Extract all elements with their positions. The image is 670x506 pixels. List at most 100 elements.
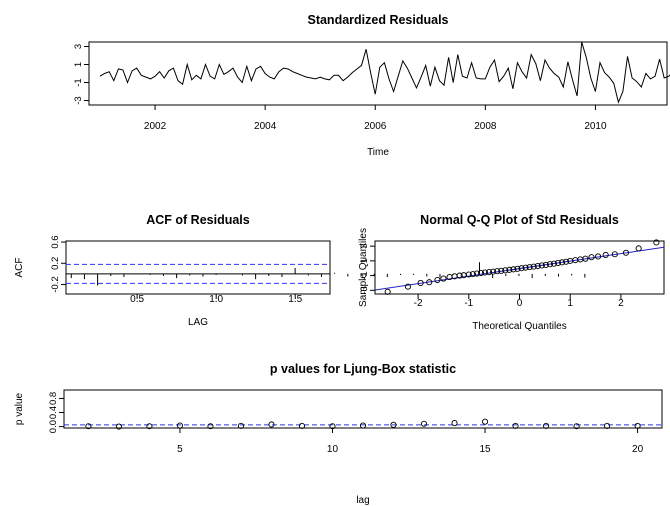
p-value-point	[512, 422, 519, 429]
qq-point	[526, 264, 533, 271]
p-value-point	[85, 423, 92, 430]
p-value-point	[359, 422, 367, 429]
y-axis-label: Sample Quantiles	[358, 228, 369, 307]
qq-point	[602, 251, 609, 259]
y-tick-label: 0.4	[48, 406, 59, 419]
residual-series-line	[99, 41, 670, 104]
qq-point	[426, 279, 433, 286]
qq-point	[588, 254, 595, 261]
qq-point	[550, 260, 558, 267]
qq-point	[622, 249, 630, 256]
x-tick-label: 2002	[144, 121, 167, 132]
plot-frame	[63, 389, 663, 429]
qq-point	[477, 269, 485, 277]
x-tick-label: 2010	[584, 121, 607, 132]
qq-point	[502, 267, 509, 274]
chart-title: p values for Ljung-Box statistic	[270, 362, 456, 376]
y-tick-label: 0.0	[48, 420, 59, 433]
p-value-point	[634, 422, 641, 429]
qq-point	[653, 239, 660, 246]
x-tick-label: 20	[632, 444, 644, 455]
plot-frame	[65, 240, 331, 295]
p-value-point	[329, 423, 336, 430]
qq-point	[635, 245, 642, 252]
y-tick-label: -3	[73, 96, 84, 104]
qq-point	[456, 272, 463, 279]
y-axis-label: ACF	[14, 258, 25, 278]
y-axis-label: p value	[14, 392, 25, 425]
qq-point	[611, 251, 618, 258]
x-tick-label: 5	[177, 444, 183, 455]
chart-title: Standardized Residuals	[307, 13, 448, 27]
qq-point	[384, 288, 391, 295]
panel-resid: Standardized Residuals 2002 2004 2006 2008 20…	[73, 13, 670, 158]
qq-point	[582, 255, 589, 262]
y-tick-label: 3	[359, 244, 370, 249]
qq-point	[530, 263, 537, 270]
y-tick-label: -0.2	[50, 276, 61, 292]
qq-point	[440, 275, 447, 282]
chart-title: Normal Q-Q Plot of Std Residuals	[420, 213, 619, 227]
p-value-point	[207, 423, 214, 430]
p-value-point	[298, 422, 306, 429]
qq-point	[534, 262, 541, 270]
qq-point	[559, 259, 566, 266]
y-tick-label: 0.6	[50, 235, 61, 248]
qq-point	[465, 271, 472, 278]
x-axis-label: lag	[356, 495, 369, 506]
qq-point	[404, 283, 412, 290]
x-axis-label: Theoretical Quantiles	[472, 321, 567, 332]
panel-qq: Normal Q-Q Plot of Std Residuals -2 -1 0 1 2 -…	[358, 213, 665, 332]
chart-title: ACF of Residuals	[146, 213, 250, 227]
qq-point	[546, 261, 553, 268]
qq-point	[469, 271, 476, 278]
qq-point	[514, 265, 521, 272]
p-value-point	[420, 420, 428, 427]
p-value-point	[543, 422, 550, 429]
x-tick-label: 2004	[254, 121, 277, 132]
qq-point	[473, 270, 480, 277]
qq-point	[490, 268, 497, 275]
p-value-point	[573, 423, 580, 430]
y-tick-label: -1	[359, 271, 370, 279]
qq-point	[595, 253, 602, 260]
qq-point	[481, 269, 489, 276]
qq-point	[510, 266, 517, 273]
qq-point	[518, 265, 525, 272]
p-value-point	[146, 423, 153, 430]
panel-ljung: p values for Ljung-Box statistic 5 10 15 20 0…	[14, 362, 663, 506]
panel-acf: ACF of Residuals 0.5 1.0 1.5 -0.2 0.2 0.6 LAG AC…	[14, 213, 586, 328]
x-tick-label: 1.0	[209, 294, 223, 305]
y-tick-label: 1	[359, 258, 370, 263]
x-tick-label: 0	[517, 298, 523, 309]
qq-point	[506, 266, 513, 273]
qq-point	[417, 279, 424, 287]
x-tick-label: 1.5	[288, 294, 302, 305]
x-axis-label: Time	[367, 147, 389, 158]
plot-frame	[88, 41, 668, 106]
p-value-point	[268, 421, 275, 428]
qq-point	[563, 258, 570, 265]
qq-point	[434, 276, 441, 284]
p-value-point	[451, 420, 458, 427]
y-tick-label: 3	[73, 44, 84, 49]
x-tick-label: 15	[479, 444, 491, 455]
qq-point	[554, 259, 562, 266]
qq-point	[494, 268, 501, 275]
x-tick-label: 1	[567, 298, 573, 309]
x-axis-label: LAG	[188, 317, 208, 328]
p-value-point	[115, 423, 122, 430]
y-tick-label: -3	[359, 286, 370, 294]
x-tick-label: -2	[414, 298, 423, 309]
qq-point	[522, 264, 529, 271]
y-tick-label: 0.2	[50, 257, 61, 270]
qq-point	[486, 269, 493, 276]
x-tick-label: 2006	[364, 121, 387, 132]
x-tick-label: 2008	[474, 121, 497, 132]
p-value-point	[604, 422, 611, 429]
qq-point	[538, 262, 545, 269]
p-value-point	[481, 418, 489, 425]
y-tick-label: 0.8	[48, 392, 59, 405]
p-value-point	[237, 422, 245, 429]
